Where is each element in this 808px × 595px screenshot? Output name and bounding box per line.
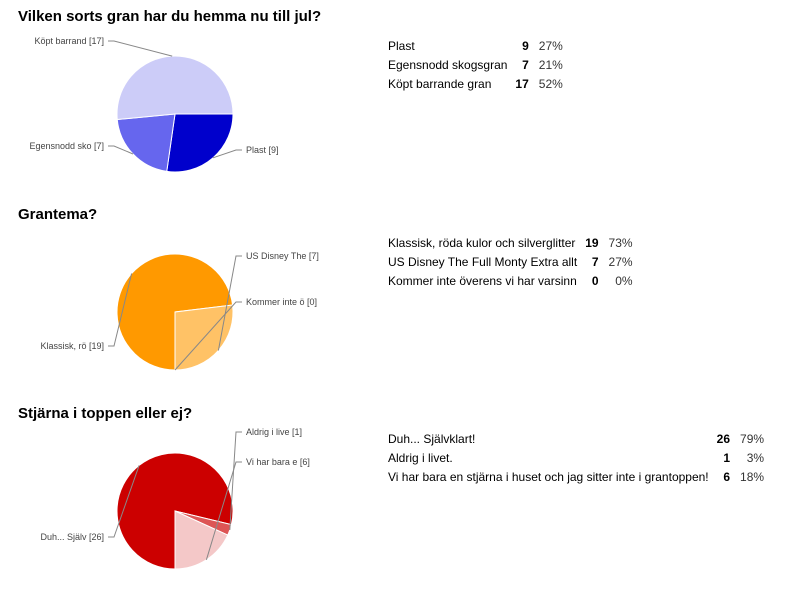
pie-slice [116, 113, 176, 172]
answer-percent: 0% [615, 273, 633, 288]
slice-label: Duh... Själv [26] [40, 532, 104, 542]
table-row: Klassisk, röda kulor och silverglitter 1… [388, 235, 633, 254]
pie-slice [116, 452, 234, 570]
label-leader-line [174, 301, 242, 371]
summary-table: Plast 9 27% Egensnodd skogsgran 7 21% Kö… [388, 38, 563, 95]
answer-label: Klassisk, röda kulor och silverglitter [388, 235, 576, 250]
answer-count: 7 [591, 254, 599, 269]
answer-percent: 79% [740, 431, 765, 446]
pie-chart: Duh... Själv [26] Aldrig i live [1] Vi har… [40, 427, 310, 570]
pie-chart: Plast [9] Egensnodd sko [7] Köpt barrand [… [29, 36, 279, 173]
answer-label: Duh... Självklart! [388, 431, 476, 446]
answer-label: Vi har bara en stjärna i huset och jag s… [388, 469, 709, 484]
summary-table: Klassisk, röda kulor och silverglitter 1… [388, 235, 633, 292]
answer-label: Kommer inte överens vi har varsinn [388, 273, 577, 288]
pie-chart: Klassisk, rö [19] US Disney The [7] Kommer… [40, 251, 319, 371]
label-leader-line [217, 255, 242, 351]
slice-label: Kommer inte ö [0] [246, 297, 317, 307]
answer-percent: 73% [608, 235, 633, 250]
label-leader-line [108, 465, 140, 538]
question-title: Vilken sorts gran har du hemma nu till j… [18, 8, 322, 25]
answer-count: 6 [723, 469, 731, 484]
answer-percent: 27% [608, 254, 633, 269]
table-row: Duh... Självklart! 26 79% [388, 431, 764, 450]
question-title: Stjärna i toppen eller ej? [18, 405, 193, 422]
question-title: Grantema? [18, 206, 98, 223]
table-row: Köpt barrande gran 17 52% [388, 76, 563, 95]
label-leader-line [108, 145, 134, 155]
question-block-3: Stjärna i toppen eller ej? Duh... Själv … [0, 405, 808, 595]
question-block-1: Vilken sorts gran har du hemma nu till j… [0, 8, 808, 198]
slice-label: Egensnodd sko [7] [29, 141, 104, 151]
label-leader-line [205, 461, 242, 560]
answer-percent: 52% [538, 76, 563, 91]
slice-label: Aldrig i live [1] [246, 427, 302, 437]
label-leader-line [212, 149, 242, 159]
slice-label: Plast [9] [246, 145, 279, 155]
answer-percent: 18% [740, 469, 765, 484]
answer-label: Egensnodd skogsgran [388, 57, 508, 72]
table-row: Kommer inte överens vi har varsinn 0 0% [388, 273, 633, 292]
table-row: Plast 9 27% [388, 38, 563, 57]
slice-label: Vi har bara e [6] [246, 457, 310, 467]
slice-label: Klassisk, rö [19] [40, 341, 104, 351]
table-row: Egensnodd skogsgran 7 21% [388, 57, 563, 76]
answer-count: 19 [585, 235, 599, 250]
label-leader-line [108, 273, 133, 347]
answer-label: Plast [388, 38, 415, 53]
answer-label: US Disney The Full Monty Extra allt [388, 254, 578, 269]
table-row: Aldrig i livet. 1 3% [388, 450, 764, 469]
slice-label: Köpt barrand [17] [34, 36, 104, 46]
answer-count: 9 [522, 38, 529, 53]
answer-label: Köpt barrande gran [388, 76, 492, 91]
question-block-2: Grantema? Klassisk, rö [19] US Disney The… [0, 206, 808, 396]
answer-count: 1 [723, 450, 731, 465]
answer-percent: 27% [538, 38, 563, 53]
label-leader-line [229, 431, 242, 531]
answer-count: 17 [515, 76, 529, 91]
answer-count: 26 [716, 431, 731, 446]
label-leader-line [108, 40, 173, 57]
answer-count: 0 [591, 273, 599, 288]
answer-percent: 21% [538, 57, 563, 72]
answer-count: 7 [522, 57, 529, 72]
table-row: Vi har bara en stjärna i huset och jag s… [388, 469, 764, 488]
table-row: US Disney The Full Monty Extra allt 7 27… [388, 254, 633, 273]
summary-table: Duh... Självklart! 26 79% Aldrig i livet… [388, 431, 764, 488]
pie-slice [166, 113, 234, 173]
pie-slice [116, 55, 234, 121]
answer-label: Aldrig i livet. [388, 450, 453, 465]
slice-label: US Disney The [7] [246, 251, 319, 261]
answer-percent: 3% [746, 450, 765, 465]
